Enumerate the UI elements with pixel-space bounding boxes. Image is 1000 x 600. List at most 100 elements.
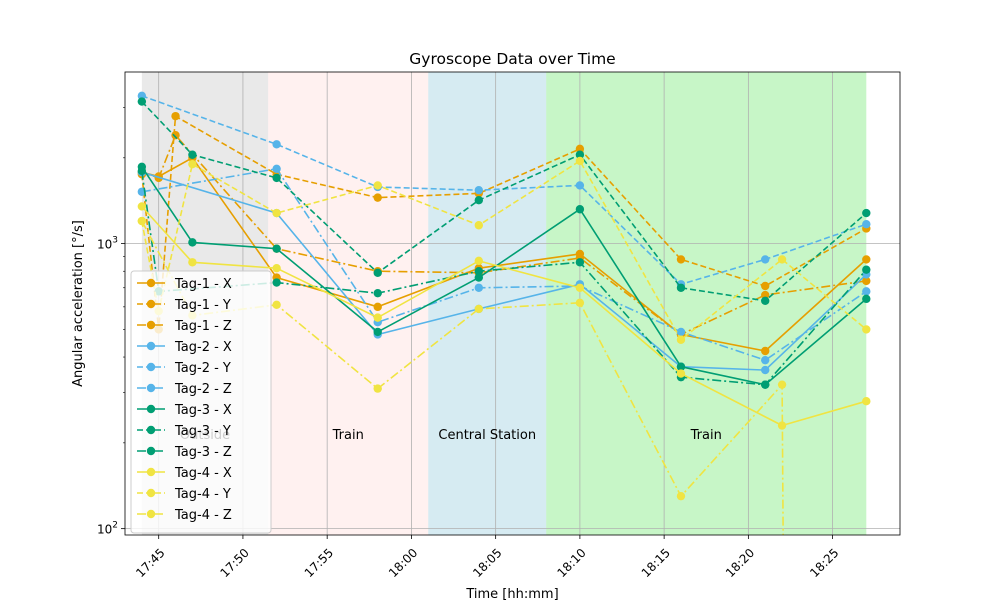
region-label-2: Central Station	[438, 428, 536, 443]
data-point-tag-3-y-8	[862, 208, 871, 218]
series-line-tag-1-y	[141, 115, 867, 331]
data-point-tag-1-z-2	[171, 131, 180, 140]
data-point-tag-3-z-3	[373, 288, 382, 298]
x-tick-label-1: 17:50	[218, 546, 252, 580]
x-tick-label-3: 18:00	[386, 546, 420, 580]
legend-label-4: Tag-2 - Y	[174, 361, 231, 376]
chart-title: Gyroscope Data over Time	[409, 50, 615, 68]
data-point-tag-4-y-4	[373, 181, 382, 190]
data-point-tag-1-z-8	[761, 290, 770, 300]
x-tick-label-5: 18:10	[554, 546, 588, 580]
data-point-tag-3-x-5	[575, 205, 585, 214]
legend-marker-4	[146, 362, 156, 372]
data-point-tag-4-x-3	[373, 313, 382, 322]
data-point-tag-3-y-0	[137, 97, 147, 106]
data-point-tag-4-y-5	[474, 221, 484, 230]
series-line-tag-4-y	[141, 160, 867, 341]
data-point-tag-2-z-6	[761, 355, 770, 365]
data-point-tag-2-y-7	[862, 219, 871, 229]
data-point-tag-3-x-8	[862, 294, 871, 304]
plot-frame	[124, 71, 901, 536]
legend-label-6: Tag-3 - X	[174, 403, 232, 418]
legend-label-2: Tag-1 - Z	[174, 319, 232, 334]
data-point-tag-2-z-7	[862, 287, 871, 296]
data-point-tag-2-y-6	[761, 255, 770, 264]
data-point-tag-4-x-4	[474, 256, 484, 266]
data-point-tag-1-z-9	[862, 276, 871, 286]
region-label-1: Train	[332, 428, 364, 443]
legend-label-3: Tag-2 - X	[174, 340, 232, 355]
data-point-tag-1-y-7	[676, 255, 686, 264]
data-point-tag-3-y-1	[188, 150, 197, 159]
data-point-tag-1-y-8	[761, 281, 770, 291]
x-tick-label-2: 17:55	[302, 546, 336, 580]
data-point-tag-1-x-4	[373, 302, 382, 312]
legend-label-9: Tag-4 - X	[174, 466, 232, 481]
data-point-tag-1-x-9	[862, 255, 871, 264]
data-point-tag-3-z-7	[761, 380, 770, 389]
data-point-tag-3-y-3	[373, 268, 382, 277]
data-point-tag-2-z-5	[676, 327, 686, 337]
y-axis-label: Angular acceleration [°/s]	[71, 220, 86, 387]
legend-marker-9	[146, 467, 156, 477]
data-point-tag-2-y-1	[272, 140, 281, 149]
legend-marker-2	[146, 320, 156, 330]
y-tick-label-1: 103	[97, 236, 118, 252]
data-point-tag-4-x-0	[137, 202, 147, 211]
legend-marker-5	[146, 383, 156, 393]
data-point-tag-2-z-1	[272, 164, 281, 174]
data-point-tag-2-y-0	[137, 91, 147, 101]
data-point-tag-1-x-8	[761, 346, 770, 356]
data-point-tag-4-z-4	[474, 304, 484, 314]
region-band-2	[428, 72, 547, 535]
data-point-tag-4-x-5	[575, 283, 585, 292]
data-point-tag-4-x-2	[272, 263, 281, 273]
x-axis-label: Time [hh:mm]	[465, 587, 558, 600]
data-point-tag-3-x-1	[188, 238, 197, 247]
x-tick-label-0: 17:45	[133, 546, 167, 580]
data-point-tag-3-z-4	[474, 267, 484, 276]
legend-marker-3	[146, 341, 156, 351]
data-point-tag-4-z-6	[676, 491, 686, 501]
series-line-tag-1-x	[141, 157, 867, 352]
data-point-tag-4-x-7	[777, 421, 787, 430]
data-point-tag-4-y-3	[272, 208, 281, 218]
data-point-tag-4-z-3	[373, 384, 382, 393]
legend-marker-1	[146, 299, 156, 309]
data-point-tag-4-y-6	[575, 156, 585, 166]
data-point-tag-4-z-0	[137, 216, 147, 226]
data-point-tag-4-y-7	[676, 335, 686, 344]
data-point-tag-4-x-8	[862, 396, 871, 406]
data-point-tag-4-x-6	[676, 369, 686, 378]
data-point-tag-4-z-7	[777, 380, 787, 389]
x-tick-label-4: 18:05	[470, 546, 504, 580]
data-point-tag-1-y-6	[575, 144, 585, 154]
legend-marker-8	[146, 446, 156, 456]
data-point-tag-4-y-2	[188, 159, 197, 169]
legend-label-8: Tag-3 - Z	[174, 445, 232, 460]
legend-marker-6	[146, 404, 156, 414]
data-point-tag-3-x-2	[272, 244, 281, 253]
data-point-tag-3-x-6	[676, 362, 686, 371]
data-point-tag-3-z-0	[137, 166, 147, 176]
x-tick-label-6: 18:15	[639, 546, 673, 580]
data-point-tag-3-y-5	[575, 150, 585, 159]
data-point-tag-4-z-5	[575, 298, 585, 307]
legend-label-11: Tag-4 - Z	[174, 508, 232, 523]
legend-label-0: Tag-1 - X	[174, 277, 232, 292]
legend-box	[130, 270, 272, 534]
data-point-tag-3-y-4	[474, 196, 484, 205]
data-point-tag-3-y-7	[761, 296, 770, 306]
data-point-tag-3-y-6	[676, 283, 686, 292]
data-point-tag-1-y-2	[171, 111, 180, 121]
series-line-tag-4-z	[141, 220, 784, 535]
legend-label-10: Tag-4 - Y	[174, 487, 231, 502]
series-line-tag-1-z	[141, 134, 867, 336]
data-point-tag-2-y-4	[575, 181, 585, 190]
legend-marker-0	[146, 278, 156, 288]
series-line-tag-2-x	[141, 171, 867, 371]
data-point-tag-2-y-3	[474, 185, 484, 195]
legend-label-5: Tag-2 - Z	[174, 382, 232, 397]
data-point-tag-4-x-1	[188, 258, 197, 267]
